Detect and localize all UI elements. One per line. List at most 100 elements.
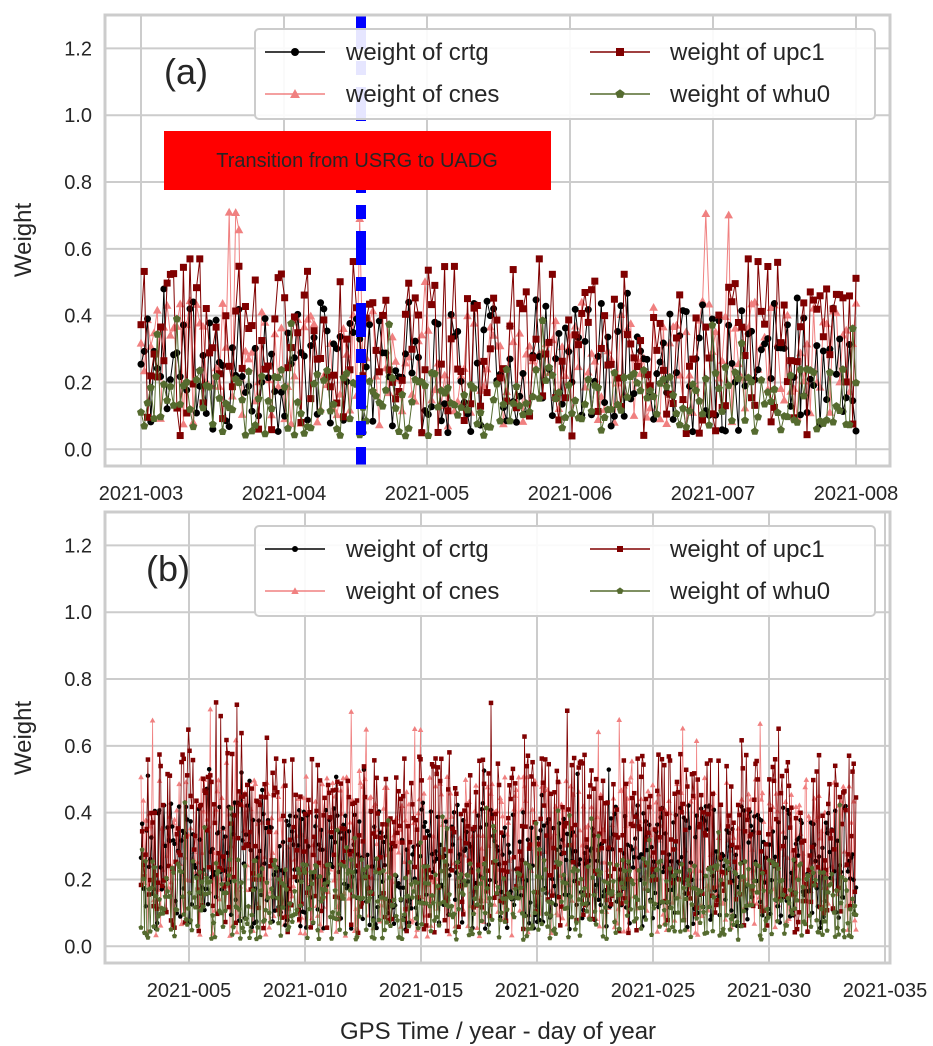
data-point [543, 911, 549, 916]
data-point [618, 880, 625, 886]
data-point [392, 872, 398, 877]
data-point [842, 789, 847, 794]
x-tick-label: 2021-015 [379, 980, 464, 1002]
data-point [171, 933, 178, 939]
data-point [631, 855, 637, 860]
data-point [687, 867, 693, 873]
data-point [180, 752, 185, 757]
data-point [166, 330, 175, 339]
data-point [457, 368, 465, 376]
data-point [332, 887, 338, 893]
data-point [581, 288, 589, 296]
data-point [519, 410, 527, 419]
data-point [262, 917, 268, 923]
data-point [573, 822, 578, 828]
data-point [540, 886, 546, 892]
data-point [347, 852, 353, 857]
data-point [138, 882, 144, 888]
data-point [780, 843, 786, 849]
data-point [169, 824, 175, 829]
data-point [161, 878, 167, 883]
data-point [698, 792, 704, 798]
data-point [645, 830, 651, 836]
data-point [415, 925, 421, 931]
data-point [688, 934, 694, 939]
data-point [522, 399, 531, 407]
data-point [640, 856, 646, 861]
data-point [156, 880, 161, 885]
data-point [493, 811, 498, 817]
data-point [486, 345, 494, 353]
data-point [625, 842, 630, 848]
data-point [611, 781, 616, 787]
data-point [206, 766, 212, 772]
data-point [758, 796, 765, 802]
data-point [247, 935, 253, 940]
data-point [492, 379, 501, 388]
data-point [312, 417, 322, 426]
data-point [820, 813, 825, 818]
data-point [790, 892, 795, 897]
data-point [699, 301, 707, 309]
data-point [791, 848, 796, 853]
data-point [786, 900, 792, 906]
data-point [293, 398, 302, 406]
data-point [633, 363, 641, 371]
data-point [483, 389, 491, 397]
data-point [608, 816, 614, 821]
data-point [845, 852, 851, 857]
data-point [693, 911, 698, 917]
data-point [140, 267, 148, 275]
data-point [248, 426, 256, 435]
data-point [208, 420, 217, 428]
data-point [527, 864, 533, 870]
data-point [710, 791, 716, 797]
data-point [238, 364, 246, 372]
data-point [572, 926, 578, 932]
data-point [412, 864, 418, 870]
data-point [223, 919, 228, 925]
data-point [156, 896, 162, 902]
data-point [225, 362, 233, 370]
x-axis-label: GPS Time / year - day of year [340, 1018, 656, 1045]
data-point [386, 874, 392, 880]
data-point [766, 800, 773, 806]
data-point [850, 769, 855, 774]
data-point [737, 860, 744, 866]
data-point [489, 816, 495, 821]
data-point [287, 319, 296, 327]
data-point [369, 299, 377, 307]
data-point [673, 868, 679, 874]
data-point [605, 880, 611, 886]
data-point [228, 912, 234, 918]
data-point [662, 382, 671, 391]
data-point [430, 764, 436, 769]
data-point [189, 804, 195, 810]
data-point [414, 879, 420, 885]
data-point [390, 902, 396, 908]
data-point [206, 823, 212, 829]
data-point [162, 300, 172, 309]
data-point [810, 381, 818, 389]
data-point [653, 346, 661, 354]
data-point [408, 881, 414, 887]
data-point [597, 300, 605, 308]
data-point [330, 788, 335, 793]
data-point [705, 421, 714, 429]
data-point [463, 405, 472, 414]
data-point [349, 869, 355, 875]
data-point [144, 413, 152, 421]
data-point [845, 292, 853, 300]
data-point [577, 932, 583, 938]
data-point [430, 900, 436, 906]
data-point [822, 415, 831, 424]
data-point [768, 888, 774, 894]
data-point [295, 866, 301, 872]
data-point [584, 908, 590, 914]
data-point [238, 373, 246, 381]
data-point [245, 382, 253, 390]
data-point [462, 776, 469, 782]
data-point [438, 868, 444, 874]
data-point [212, 316, 220, 324]
